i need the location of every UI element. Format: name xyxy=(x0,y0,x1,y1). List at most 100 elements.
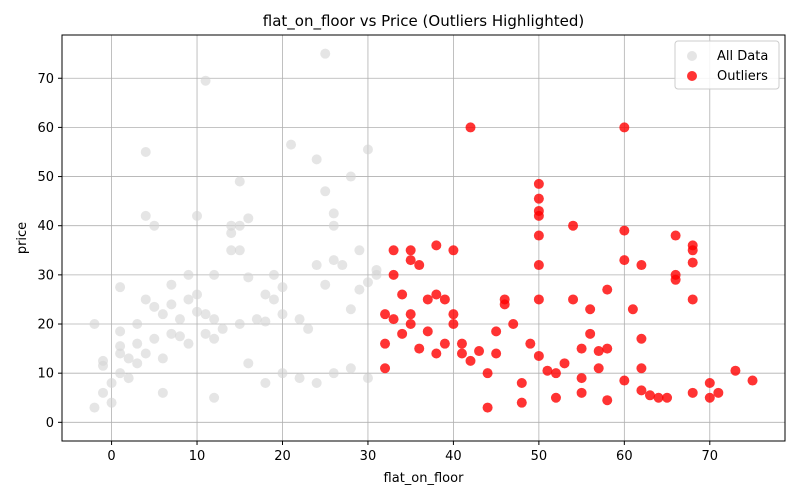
outlier-point xyxy=(482,368,493,379)
outlier-point xyxy=(670,230,681,241)
all-data-point xyxy=(320,279,331,290)
y-tick-label: 40 xyxy=(37,219,54,234)
legend-box xyxy=(674,40,780,90)
all-data-point xyxy=(166,279,177,290)
all-data-point xyxy=(192,210,203,221)
outlier-point xyxy=(747,375,758,386)
outlier-point xyxy=(422,294,433,305)
outlier-point xyxy=(585,304,596,315)
y-tick-label: 60 xyxy=(37,121,54,136)
all-data-point xyxy=(89,319,100,330)
outlier-point xyxy=(448,319,459,330)
outlier-point xyxy=(431,289,442,300)
all-data-point xyxy=(106,397,117,408)
all-data-point xyxy=(362,373,373,384)
outlier-point xyxy=(397,328,408,339)
all-data-point xyxy=(192,289,203,300)
all-data-point xyxy=(226,220,237,231)
all-data-point xyxy=(234,220,245,231)
outlier-point xyxy=(491,348,502,359)
outlier-point xyxy=(405,245,416,256)
all-data-point xyxy=(115,282,126,293)
outlier-point xyxy=(653,392,664,403)
outlier-point xyxy=(576,373,587,384)
all-data-point xyxy=(268,269,279,280)
all-data-point xyxy=(320,186,331,197)
all-data-point xyxy=(115,348,126,359)
all-data-point xyxy=(123,353,134,364)
all-data-point xyxy=(243,358,254,369)
all-data-point xyxy=(362,144,373,155)
all-data-point xyxy=(140,146,151,157)
outlier-point xyxy=(414,260,425,271)
all-data-point xyxy=(115,326,126,337)
outlier-point xyxy=(465,122,476,133)
outlier-point xyxy=(388,269,399,280)
outlier-point xyxy=(585,328,596,339)
x-tick-label: 70 xyxy=(702,449,719,464)
x-tick-label: 30 xyxy=(360,449,377,464)
outlier-point xyxy=(713,387,724,398)
all-data-point xyxy=(260,378,271,388)
all-data-point xyxy=(277,368,288,379)
y-tick-label: 50 xyxy=(37,170,54,185)
outlier-point xyxy=(405,255,416,266)
all-data-point xyxy=(260,316,271,327)
outlier-point xyxy=(602,284,613,295)
outlier-point xyxy=(619,225,630,236)
outlier-point xyxy=(414,343,425,354)
all-data-point xyxy=(132,338,143,349)
all-data-point xyxy=(277,282,288,293)
all-data-point xyxy=(234,245,245,256)
all-data-point xyxy=(166,299,177,310)
x-axis-title: flat_on_floor xyxy=(384,471,465,486)
legend-swatch-all-data xyxy=(687,51,697,61)
outlier-point xyxy=(422,326,433,337)
all-data-point xyxy=(106,378,117,388)
outlier-point xyxy=(474,346,485,357)
all-data-point xyxy=(345,171,356,182)
all-data-point xyxy=(115,368,126,379)
all-data-point xyxy=(209,269,220,280)
all-data-point xyxy=(354,284,365,295)
outlier-point xyxy=(516,397,527,408)
all-data-point xyxy=(260,289,271,300)
y-axis-title: price xyxy=(15,222,30,254)
all-data-point xyxy=(98,360,109,371)
all-data-point xyxy=(234,319,245,330)
axis-ticks: 0 10 20 30 40 50 60 70 0 10 20 30 40 50 60 70 xyxy=(37,72,718,464)
all-data-point xyxy=(243,272,254,283)
outlier-point xyxy=(533,178,544,189)
all-data-point xyxy=(140,348,151,359)
all-data-point xyxy=(200,309,211,320)
y-tick-label: 10 xyxy=(37,367,54,382)
outlier-point xyxy=(568,220,579,231)
all-data-point xyxy=(226,228,237,239)
legend-swatch-outliers xyxy=(687,71,697,81)
outlier-point xyxy=(388,314,399,325)
outlier-point xyxy=(525,338,536,349)
outlier-point xyxy=(388,245,399,256)
all-data-point xyxy=(183,269,194,280)
outlier-point xyxy=(704,392,715,403)
outlier-point xyxy=(516,378,527,388)
legend-label-outliers: Outliers xyxy=(717,69,768,84)
all-data-point xyxy=(311,154,322,165)
outlier-point xyxy=(533,230,544,241)
plot-frame xyxy=(61,34,786,442)
outlier-point xyxy=(559,358,570,369)
all-data-point xyxy=(140,210,151,221)
x-tick-label: 60 xyxy=(616,449,633,464)
all-data-point xyxy=(362,277,373,288)
all-data-point xyxy=(132,358,143,369)
all-data-point xyxy=(286,139,297,150)
outlier-point xyxy=(439,338,450,349)
outlier-point xyxy=(644,390,655,401)
all-data-point xyxy=(183,338,194,349)
y-tick-label: 20 xyxy=(37,318,54,333)
x-tick-label: 20 xyxy=(274,449,291,464)
outlier-point xyxy=(456,348,467,359)
all-data-point xyxy=(149,333,160,344)
all-data-point xyxy=(311,260,322,271)
